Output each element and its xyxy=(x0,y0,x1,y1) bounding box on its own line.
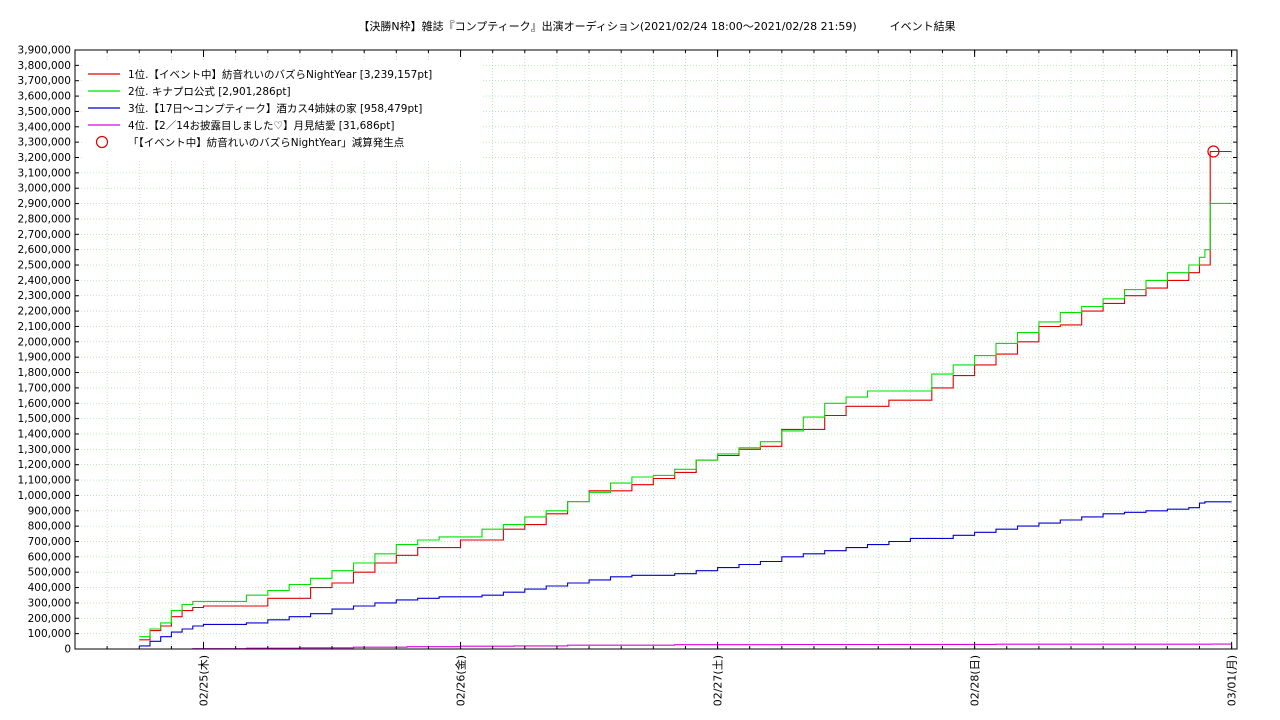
y-tick-label: 2,600,000 xyxy=(18,244,71,256)
y-tick-label: 2,000,000 xyxy=(18,336,71,348)
x-tick-label: 02/25(木) xyxy=(198,655,211,706)
legend-label-4: 4位.【2／14お披露目しました♡】月見結愛 [31,686pt] xyxy=(128,119,395,132)
x-tick-label: 02/26(金) xyxy=(454,655,468,706)
y-tick-label: 3,300,000 xyxy=(18,137,71,149)
y-tick-label: 800,000 xyxy=(28,521,71,533)
y-tick-label: 600,000 xyxy=(28,551,71,563)
y-tick-label: 1,000,000 xyxy=(18,490,71,502)
y-tick-label: 2,400,000 xyxy=(18,275,71,287)
series-line-3 xyxy=(139,501,1232,647)
y-axis: 0 100,000 200,000 300,000 400,000 500,000 600,… xyxy=(18,45,1237,656)
series-line-4 xyxy=(139,643,1232,650)
legend-marker-circle xyxy=(95,135,109,149)
y-tick-label: 900,000 xyxy=(28,505,71,517)
y-tick-label: 3,200,000 xyxy=(18,152,71,164)
y-tick-label: 1,400,000 xyxy=(18,428,71,440)
annotations xyxy=(1207,145,1220,158)
x-tick-label: 02/28(日) xyxy=(969,655,982,706)
y-tick-label: 3,000,000 xyxy=(18,183,71,195)
series-line-2 xyxy=(139,202,1232,638)
y-tick-label: 0 xyxy=(64,644,71,656)
y-tick-label: 3,900,000 xyxy=(18,45,71,57)
legend-label-2: 2位. キナプロ公式 [2,901,286pt] xyxy=(128,85,291,98)
chart-title: 【決勝N枠】雑誌『コンプティーク』出演オーディション(2021/02/24 18… xyxy=(358,19,955,33)
y-tick-label: 1,100,000 xyxy=(18,475,71,487)
y-tick-label: 700,000 xyxy=(28,536,71,548)
y-tick-label: 2,500,000 xyxy=(18,260,71,272)
y-tick-label: 3,100,000 xyxy=(18,167,71,179)
y-tick-label: 3,400,000 xyxy=(18,121,71,133)
x-tick-label: 02/27(土) xyxy=(712,655,725,706)
y-tick-label: 2,900,000 xyxy=(18,198,71,210)
y-tick-label: 1,900,000 xyxy=(18,352,71,364)
y-tick-label: 200,000 xyxy=(28,613,71,625)
y-tick-label: 400,000 xyxy=(28,582,71,594)
y-tick-label: 2,300,000 xyxy=(18,290,71,302)
y-tick-label: 1,300,000 xyxy=(18,444,71,456)
x-axis: 02/25(木) 02/26(金) 02/27(土) 02/28(日) 03/01(月) xyxy=(106,50,1239,706)
y-tick-label: 2,200,000 xyxy=(18,306,71,318)
y-tick-label: 500,000 xyxy=(28,567,71,579)
x-tick-label: 03/01(月) xyxy=(1226,655,1239,706)
y-tick-label: 3,500,000 xyxy=(18,106,71,118)
deduction-point-marker xyxy=(1207,145,1220,158)
y-tick-label: 1,500,000 xyxy=(18,413,71,425)
y-tick-label: 3,600,000 xyxy=(18,91,71,103)
y-tick-label: 1,700,000 xyxy=(18,382,71,394)
y-tick-label: 3,700,000 xyxy=(18,75,71,87)
y-tick-label: 2,100,000 xyxy=(18,321,71,333)
series-lines xyxy=(139,150,1232,650)
y-tick-label: 300,000 xyxy=(28,597,71,609)
y-tick-label: 1,600,000 xyxy=(18,398,71,410)
y-tick-label: 2,800,000 xyxy=(18,213,71,225)
y-tick-label: 100,000 xyxy=(28,628,71,640)
legend: 1位.【イベント中】紡音れいのバズらNightYear [3,239,157pt… xyxy=(82,60,482,160)
plot-frame xyxy=(74,49,1238,650)
y-tick-label: 2,700,000 xyxy=(18,229,71,241)
legend-label-3: 3位.【17日〜コンプティーク】酒カス4姉妹の家 [958,479pt] xyxy=(128,102,422,115)
y-tick-label: 1,800,000 xyxy=(18,367,71,379)
y-tick-label: 3,800,000 xyxy=(18,60,71,72)
legend-box xyxy=(82,60,482,160)
y-tick-label: 1,200,000 xyxy=(18,459,71,471)
legend-label-1: 1位.【イベント中】紡音れいのバズらNightYear [3,239,157pt… xyxy=(128,68,432,81)
legend-annotation-label: 「【イベント中】紡音れいのバズらNightYear」減算発生点 xyxy=(128,136,404,149)
